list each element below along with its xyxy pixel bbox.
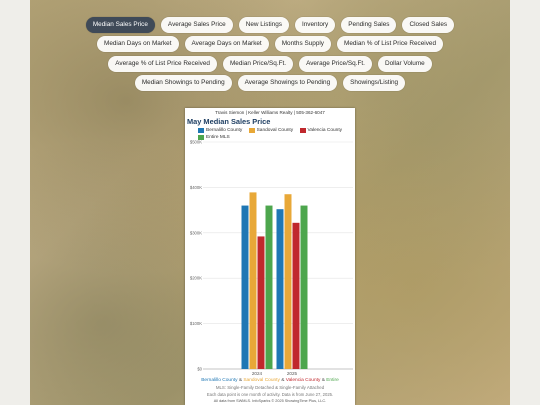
legend-item-entire-mls[interactable]: Entire MLS xyxy=(198,135,230,141)
legend-label-entire-mls: Entire MLS xyxy=(206,135,230,140)
legend-label-sandoval: Sandoval County xyxy=(256,127,294,133)
nav-row-1: Median Sales Price Average Sales Price N… xyxy=(30,17,510,33)
caption-part: Sandoval County xyxy=(243,378,280,383)
nav-row-2: Median Days on Market Average Days on Ma… xyxy=(30,36,510,52)
legend-swatch-entire-mls xyxy=(198,135,204,140)
bar-bernalillo-county xyxy=(241,205,249,369)
nav-row-4: Median Showings to Pending Average Showi… xyxy=(30,75,510,91)
bar-bernalillo-county xyxy=(276,209,284,369)
legend-item-bernalillo[interactable]: Bernalillo County xyxy=(198,127,242,133)
chart-caption: Bernalillo County & Sandoval County & Va… xyxy=(185,378,355,383)
legend-item-sandoval[interactable]: Sandoval County xyxy=(248,127,294,133)
bar-chart: $0 $100K $200K $300K $400K $500K 2024 2025 xyxy=(190,140,353,376)
y-tick-label: $200K xyxy=(190,276,202,281)
y-tick-label: $500K xyxy=(190,140,202,145)
tab-median-sales-price[interactable]: Median Sales Price xyxy=(85,17,155,33)
left-margin xyxy=(0,0,30,405)
legend-swatch-valencia xyxy=(299,127,306,133)
tab-dollar-volume[interactable]: Dollar Volume xyxy=(377,56,432,72)
bar-sandoval-county xyxy=(284,194,292,369)
nav-row-3: Average % of List Price Received Median … xyxy=(30,56,510,72)
tab-median-showings-to-pending[interactable]: Median Showings to Pending xyxy=(134,75,232,91)
bar-sandoval-county xyxy=(249,192,257,369)
tab-median-pct-list-price[interactable]: Median % of List Price Received xyxy=(337,36,443,52)
legend-swatch-sandoval xyxy=(248,127,255,133)
caption-note: Each data point is one month of activity… xyxy=(206,392,334,397)
caption-filter: MLS: Single-Family Detached & Single-Fam… xyxy=(215,385,325,390)
tab-inventory[interactable]: Inventory xyxy=(294,17,336,33)
caption-part: & xyxy=(320,378,327,383)
caption-part: & xyxy=(237,378,244,383)
caption-part: Entire xyxy=(326,378,339,383)
caption-part: Bernalillo County xyxy=(201,378,238,383)
agent-info: Travis Siemon | Keller Williams Realty |… xyxy=(215,110,325,115)
tab-months-supply[interactable]: Months Supply xyxy=(274,36,331,52)
legend-label-bernalillo: Bernalillo County xyxy=(206,127,243,133)
tab-average-days-on-market[interactable]: Average Days on Market xyxy=(184,36,269,52)
legend-label-valencia: Valencia County xyxy=(307,127,343,133)
x-tick-label: 2025 xyxy=(287,371,298,376)
legend-swatch-bernalillo xyxy=(198,127,204,133)
tab-new-listings[interactable]: New Listings xyxy=(238,17,289,33)
bar-valencia-county xyxy=(292,222,300,369)
legend-item-valencia[interactable]: Valencia County xyxy=(299,127,343,133)
tab-showings-listing[interactable]: Showings/Listing xyxy=(343,75,406,91)
y-tick-label: $300K xyxy=(190,230,202,235)
y-tick-label: $0 xyxy=(197,367,202,372)
caption-part: & xyxy=(279,378,286,383)
chart-legend: Bernalillo County Sandoval County Valenc… xyxy=(198,127,353,142)
tab-average-sales-price[interactable]: Average Sales Price xyxy=(160,17,233,33)
tab-pending-sales[interactable]: Pending Sales xyxy=(341,17,397,33)
y-tick-label: $400K xyxy=(190,185,202,190)
y-tick-label: $100K xyxy=(190,321,202,326)
tab-average-showings-to-pending[interactable]: Average Showings to Pending xyxy=(237,75,338,91)
tab-average-price-sqft[interactable]: Average Price/Sq.Ft. xyxy=(299,56,372,72)
tab-average-pct-list-price[interactable]: Average % of List Price Received xyxy=(108,56,217,72)
bar-entire-mls xyxy=(265,205,273,369)
tab-median-price-sqft[interactable]: Median Price/Sq.Ft. xyxy=(222,56,294,72)
bar-entire-mls xyxy=(300,205,308,369)
right-margin xyxy=(510,0,540,405)
bar-valencia-county xyxy=(257,236,265,369)
caption-part: Valencia County xyxy=(285,378,321,383)
caption-credit: All data from SWMLS. InfoSparks © 2025 S… xyxy=(213,399,327,403)
tab-median-days-on-market[interactable]: Median Days on Market xyxy=(97,36,179,52)
chart-card: Travis Siemon | Keller Williams Realty |… xyxy=(185,108,355,405)
x-tick-label: 2024 xyxy=(252,371,263,376)
tab-closed-sales[interactable]: Closed Sales xyxy=(402,17,455,33)
chart-title: May Median Sales Price xyxy=(187,117,271,126)
